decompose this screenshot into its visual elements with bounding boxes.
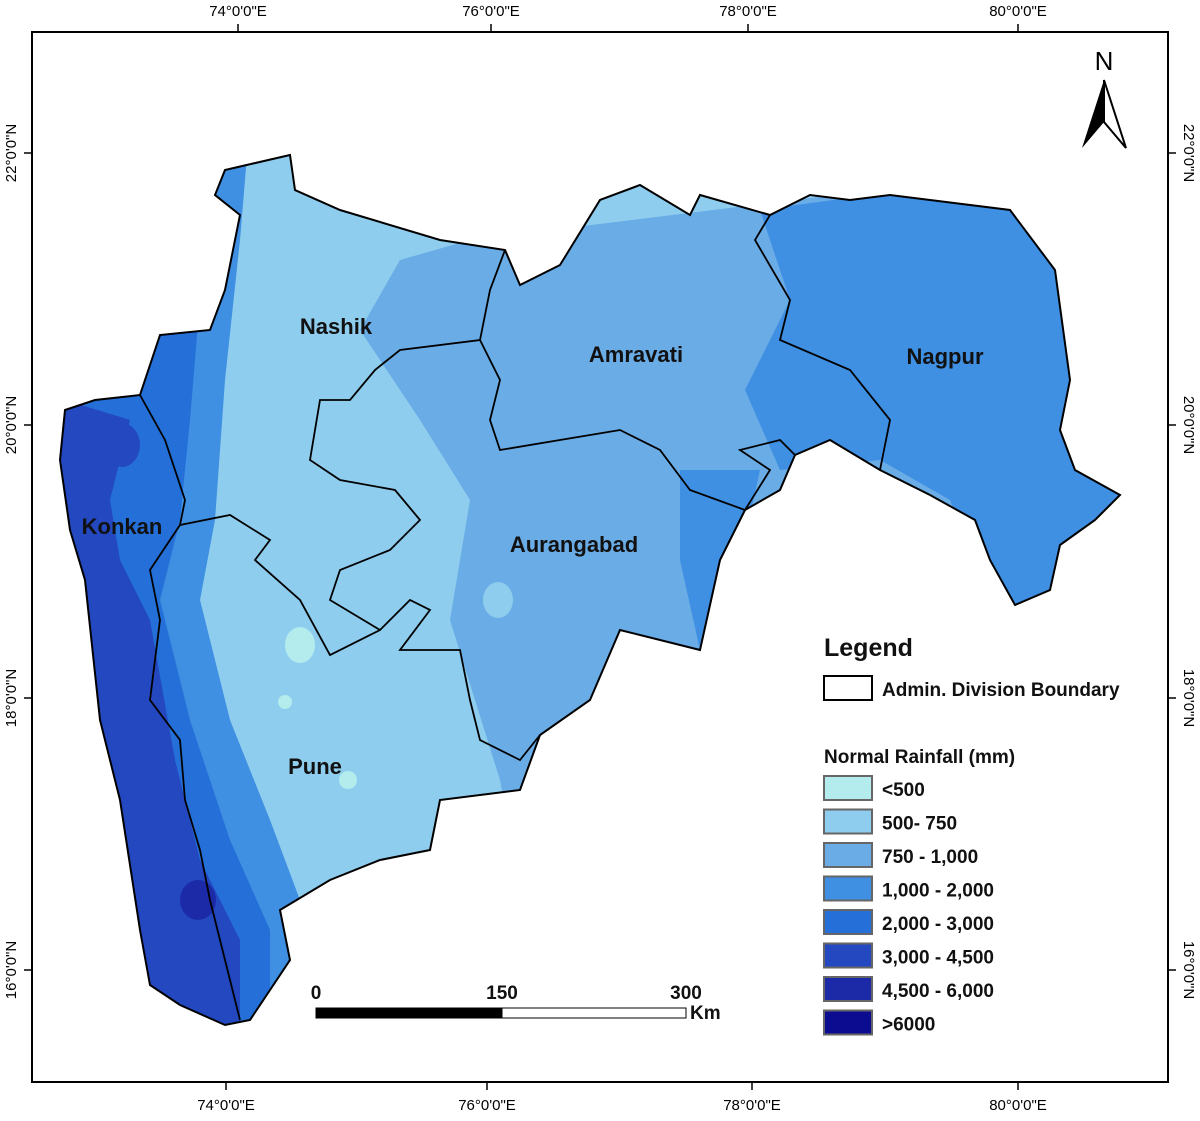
legend-class-label: 2,000 - 3,000 [882, 914, 994, 935]
svg-text:76°0'0"E: 76°0'0"E [462, 3, 520, 20]
legend-class-label: 4,500 - 6,000 [882, 981, 994, 1002]
longitude-ticks-top: 74°0'0"E 76°0'0"E 78°0'0"E 80°0'0"E [209, 3, 1047, 20]
legend-swatch [823, 1009, 873, 1036]
zone-4500-6000 [180, 880, 216, 920]
tick-marks [24, 24, 1176, 1090]
zone-750-1000 [360, 155, 1120, 1025]
zone-1000-2000 [745, 155, 1120, 700]
svg-text:20°0'0"N: 20°0'0"N [1180, 396, 1197, 454]
svg-text:78°0'0"E: 78°0'0"E [723, 1097, 781, 1114]
svg-text:150: 150 [486, 983, 518, 1004]
zone-3000-4500 [60, 380, 240, 1025]
legend-class-label: 750 - 1,000 [882, 847, 978, 868]
scale-bar: 0 150 300 Km [311, 983, 721, 1024]
svg-text:78°0'0"E: 78°0'0"E [719, 3, 777, 20]
svg-text:18°0'0"N: 18°0'0"N [3, 669, 20, 727]
latitude-ticks-right: 22°0'0"N 20°0'0"N 18°0'0"N 16°0'0"N [1180, 124, 1197, 999]
svg-text:16°0'0"N: 16°0'0"N [3, 941, 20, 999]
svg-text:76°0'0"E: 76°0'0"E [458, 1097, 516, 1114]
svg-text:20°0'0"N: 20°0'0"N [3, 396, 20, 454]
longitude-ticks-bottom: 74°0'0"E 76°0'0"E 78°0'0"E 80°0'0"E [197, 1097, 1047, 1114]
label-nagpur: Nagpur [907, 344, 984, 369]
latitude-ticks-left: 22°0'0"N 20°0'0"N 18°0'0"N 16°0'0"N [3, 124, 20, 999]
zone-lt500 [285, 627, 315, 663]
svg-text:Normal Rainfall (mm): Normal Rainfall (mm) [824, 747, 1015, 768]
svg-text:Admin. Division Boundary: Admin. Division Boundary [882, 680, 1120, 701]
legend-class-label: >6000 [882, 1015, 935, 1036]
boundary-swatch [823, 675, 873, 701]
svg-text:18°0'0"N: 18°0'0"N [1180, 669, 1197, 727]
legend-swatch [823, 942, 873, 969]
label-pune: Pune [288, 754, 342, 779]
svg-text:80°0'0"E: 80°0'0"E [989, 1097, 1047, 1114]
legend-swatch [823, 842, 873, 868]
label-nashik: Nashik [300, 314, 373, 339]
svg-text:80°0'0"E: 80°0'0"E [989, 3, 1047, 20]
legend-class-label: 1,000 - 2,000 [882, 881, 994, 902]
legend-swatch [823, 909, 873, 935]
legend: Legend Admin. Division Boundary Normal R… [823, 634, 1120, 1036]
legend-class-label: 500- 750 [882, 814, 957, 835]
svg-text:22°0'0"N: 22°0'0"N [3, 124, 20, 182]
svg-text:N: N [1095, 46, 1114, 76]
legend-swatch [823, 976, 873, 1002]
legend-swatch [823, 808, 873, 835]
legend-swatch [823, 875, 873, 902]
legend-swatch [823, 775, 873, 801]
svg-text:16°0'0"N: 16°0'0"N [1180, 941, 1197, 999]
legend-class-label: <500 [882, 780, 925, 801]
svg-text:74°0'0"E: 74°0'0"E [209, 3, 267, 20]
label-konkan: Konkan [82, 514, 163, 539]
division-boundaries [139, 214, 891, 1021]
svg-text:Legend: Legend [824, 634, 913, 662]
map-frame [31, 31, 1169, 1083]
svg-text:Km: Km [690, 1003, 721, 1024]
svg-text:300: 300 [670, 983, 702, 1004]
division-labels: Nashik Amravati Nagpur Konkan Aurangabad… [82, 314, 984, 779]
north-arrow: N [1082, 46, 1127, 149]
legend-class-label: 3,000 - 4,500 [882, 948, 994, 969]
svg-text:0: 0 [311, 983, 322, 1004]
svg-text:74°0'0"E: 74°0'0"E [197, 1097, 255, 1114]
svg-text:22°0'0"N: 22°0'0"N [1180, 124, 1197, 182]
label-aurangabad: Aurangabad [510, 532, 638, 557]
label-amravati: Amravati [589, 342, 683, 367]
